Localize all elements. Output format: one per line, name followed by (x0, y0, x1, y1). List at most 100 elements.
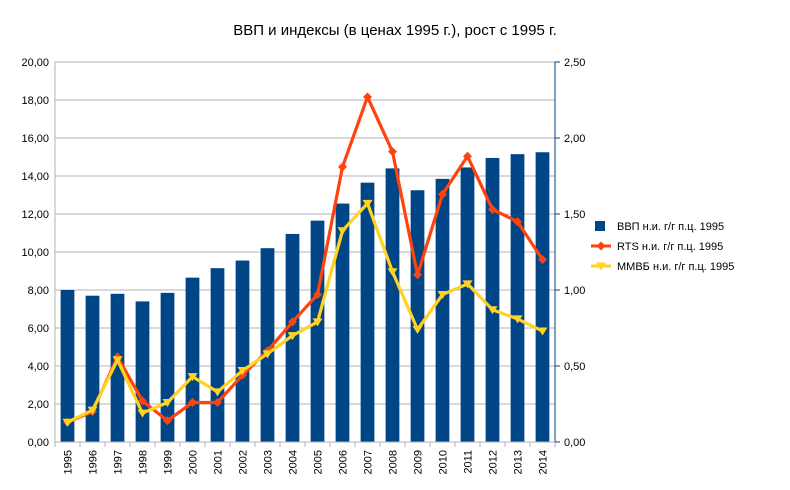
line-point (137, 409, 148, 418)
x-tick-label: 2009 (413, 450, 425, 474)
line-point (362, 199, 373, 208)
left-tick-label: 4,00 (28, 361, 49, 373)
legend-marker (596, 262, 606, 271)
x-tick-label: 2011 (463, 450, 475, 474)
line-point (537, 327, 548, 336)
bar (310, 220, 325, 442)
line-point (512, 315, 523, 324)
bar (535, 152, 550, 442)
line-point (287, 332, 298, 341)
line-point (387, 268, 398, 277)
left-tick-label: 16,00 (21, 133, 49, 145)
bar-series (60, 152, 550, 442)
line-point (87, 406, 98, 415)
x-tick-label: 2007 (363, 450, 375, 474)
line-series (62, 92, 548, 427)
bar (110, 293, 125, 442)
chart-title: ВВП и индексы (в ценах 1995 г.), рост с … (233, 22, 557, 39)
bar (510, 154, 525, 442)
left-tick-label: 8,00 (28, 285, 49, 297)
left-axis-ticks: 0,00 2,00 4,00 6,00 8,00 10,00 12,00 14,00 16,00… (21, 57, 49, 449)
x-tick-label: 2014 (538, 450, 550, 474)
right-tick-label: 2,50 (564, 57, 585, 69)
line-point (463, 151, 472, 161)
x-tick-label: 2013 (513, 450, 525, 474)
bar (435, 178, 450, 442)
left-tick-label: 12,00 (21, 209, 49, 221)
bar (60, 290, 75, 442)
bar (260, 248, 275, 442)
left-tick-label: 2,00 (28, 399, 49, 411)
x-tick-label: 1998 (138, 450, 150, 474)
line-point (112, 356, 123, 365)
line-point (188, 397, 197, 407)
x-tick-label: 1995 (63, 450, 75, 474)
x-tick-label: 2008 (388, 450, 400, 474)
axes (54, 61, 560, 443)
bar (135, 301, 150, 442)
left-tick-label: 10,00 (21, 247, 49, 259)
line-point (487, 306, 498, 315)
line-point (313, 290, 322, 300)
bar (460, 167, 475, 442)
line-point (163, 416, 172, 426)
line-point (437, 291, 448, 300)
x-tick-label: 2010 (438, 450, 450, 474)
line-point (187, 373, 198, 382)
line-point (338, 162, 347, 172)
right-axis-ticks: 0,00 0,50 1,00 1,50 2,00 2,50 (564, 57, 585, 449)
x-tick-label: 2012 (488, 450, 500, 474)
line-point (288, 317, 297, 327)
line-point (488, 204, 497, 214)
line-point (162, 398, 173, 407)
legend: ВВП н.и. г/г п.ц. 1995 RTS н.и. г/г п.ц. … (591, 221, 734, 273)
line-point (413, 270, 422, 280)
x-tick-label: 1999 (163, 450, 175, 474)
bar (335, 203, 350, 442)
x-tick-label: 2004 (288, 450, 300, 474)
x-tick-label: 2001 (213, 450, 225, 474)
series-line (66, 201, 544, 424)
bar (385, 168, 400, 442)
bar (210, 268, 225, 442)
line-point (513, 217, 522, 227)
bar (360, 182, 375, 442)
right-tick-label: 2,00 (564, 133, 585, 145)
line-point (62, 418, 73, 427)
line-point (312, 318, 323, 327)
line-point (237, 367, 248, 376)
legend-swatch (595, 221, 605, 231)
right-tick-label: 1,00 (564, 285, 585, 297)
legend-label: ММВБ н.и. г/г п.ц. 1995 (617, 261, 734, 273)
x-tick-label: 2005 (313, 450, 325, 474)
bar (485, 157, 500, 442)
x-tick-label: 2000 (188, 450, 200, 474)
x-tick-label: 2006 (338, 450, 350, 474)
line-point (262, 350, 273, 359)
right-tick-label: 0,00 (564, 437, 585, 449)
left-tick-label: 0,00 (28, 437, 49, 449)
x-tick-label: 1996 (88, 450, 100, 474)
legend-label: ВВП н.и. г/г п.ц. 1995 (617, 221, 724, 233)
right-tick-label: 0,50 (564, 361, 585, 373)
line-point (438, 189, 447, 199)
series-line (66, 95, 544, 424)
bar (235, 260, 250, 442)
right-tick-label: 1,50 (564, 209, 585, 221)
x-axis-ticks: 1995 1996 1997 1998 1999 2000 2001 2002 2003 2004… (63, 450, 550, 474)
x-tick-label: 2002 (238, 450, 250, 474)
line-point (213, 397, 222, 407)
x-tick-label: 2003 (263, 450, 275, 474)
line-point (138, 396, 147, 406)
line-point (212, 388, 223, 397)
legend-marker (596, 241, 606, 251)
line-point (337, 227, 348, 236)
line-point (412, 326, 423, 335)
bar (185, 277, 200, 442)
line-point (538, 255, 547, 265)
left-tick-label: 6,00 (28, 323, 49, 335)
line-point (363, 92, 372, 102)
line-point (462, 280, 473, 289)
bar (85, 295, 100, 442)
